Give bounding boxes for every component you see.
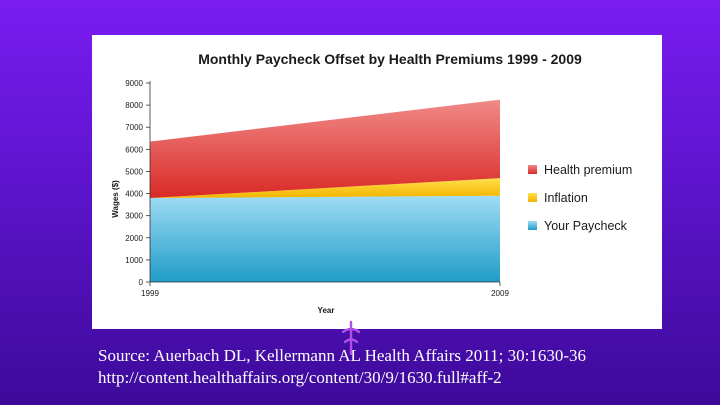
legend-label: Inflation (544, 191, 588, 205)
y-axis: 0 1000 2000 3000 4000 5000 6000 7000 8000 9000 (125, 79, 151, 287)
legend-label: Your Paycheck (544, 219, 628, 233)
x-axis: 1999 2009 (141, 281, 509, 298)
y-tick-label: 4000 (125, 190, 143, 199)
chart-title: Monthly Paycheck Offset by Health Premiu… (198, 51, 582, 67)
legend-swatch-health-premium (528, 165, 537, 174)
area-health-premium (150, 99, 500, 198)
legend: Health premium Inflation Your Paycheck (528, 163, 632, 233)
x-tick-label: 2009 (491, 289, 509, 298)
y-tick-label: 2000 (125, 234, 143, 243)
x-tick-label: 1999 (141, 289, 159, 298)
y-axis-label: Wages ($) (111, 180, 120, 218)
y-tick-label: 8000 (125, 101, 143, 110)
area-your-paycheck (150, 195, 500, 282)
y-tick-label: 1000 (125, 256, 143, 265)
y-tick-label: 0 (139, 278, 144, 287)
plot-area (150, 99, 500, 282)
y-tick-label: 5000 (125, 167, 143, 176)
y-tick-label: 6000 (125, 145, 143, 154)
cursor-icon (341, 320, 361, 356)
legend-label: Health premium (544, 163, 632, 177)
area-inflation (150, 178, 500, 198)
source-citation: Source: Auerbach DL, Kellermann AL Healt… (98, 345, 708, 389)
legend-swatch-inflation (528, 193, 537, 202)
x-axis-label: Year (318, 306, 335, 315)
y-tick-label: 7000 (125, 123, 143, 132)
legend-swatch-your-paycheck (528, 221, 537, 230)
area-chart: Monthly Paycheck Offset by Health Premiu… (111, 51, 632, 315)
source-url: http://content.healthaffairs.org/content… (98, 368, 502, 387)
y-tick-label: 9000 (125, 79, 143, 88)
source-line-1: Source: Auerbach DL, Kellermann AL Healt… (98, 346, 587, 365)
y-tick-label: 3000 (125, 212, 143, 221)
chart-card: Monthly Paycheck Offset by Health Premiu… (92, 35, 662, 329)
